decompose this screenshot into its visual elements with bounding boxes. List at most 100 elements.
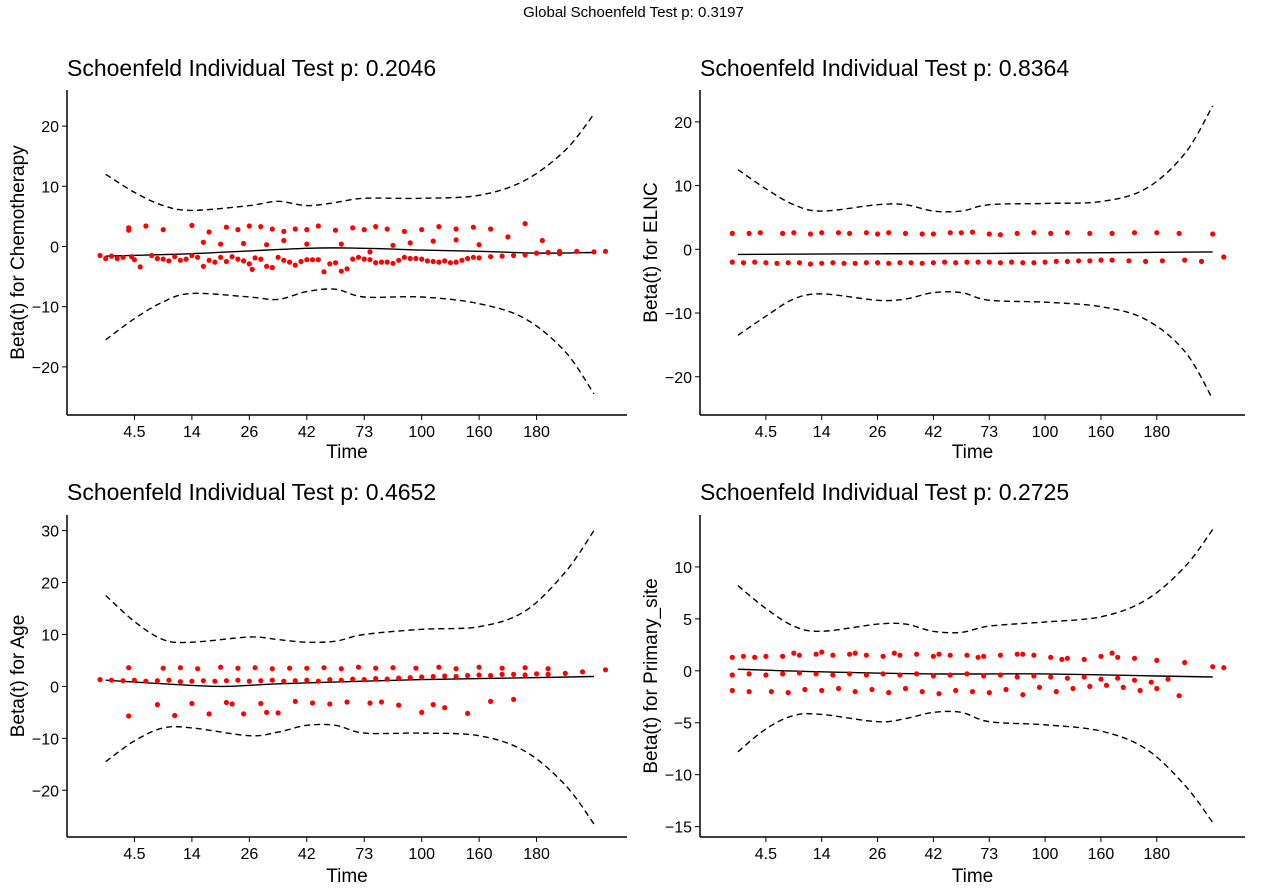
data-point	[986, 231, 992, 237]
x-tick-label: 14	[183, 846, 201, 863]
data-point	[177, 679, 183, 685]
data-point	[350, 225, 356, 231]
y-axis-label: Beta(t) for Primary_site	[641, 578, 662, 773]
data-point	[936, 651, 942, 657]
data-point	[252, 665, 258, 671]
data-point	[880, 671, 886, 677]
data-point	[847, 651, 853, 657]
data-point	[897, 652, 903, 658]
data-point	[557, 248, 563, 254]
data-point	[304, 241, 310, 247]
data-point	[108, 253, 115, 259]
data-point	[785, 690, 791, 696]
y-tick-label: 10	[674, 560, 692, 577]
y-tick-label: 0	[683, 664, 692, 681]
data-point	[407, 240, 413, 246]
data-point	[131, 677, 137, 683]
data-point	[338, 666, 344, 672]
data-point	[212, 259, 218, 265]
x-tick-label: 26	[240, 846, 258, 863]
data-point	[1176, 693, 1182, 699]
panel-1: Schoenfeld Individual Test p: 0.2046 4.5 1…	[8, 55, 627, 463]
data-point	[275, 710, 281, 716]
data-point	[602, 667, 609, 673]
data-point	[914, 671, 920, 677]
data-point	[1176, 230, 1182, 236]
data-point	[315, 223, 321, 229]
data-point	[591, 249, 597, 255]
data-point	[1064, 230, 1070, 236]
upper-confidence-band	[105, 113, 595, 212]
data-point	[919, 260, 925, 266]
data-point	[235, 677, 241, 683]
data-point	[763, 653, 769, 659]
data-point	[206, 229, 212, 235]
data-point	[384, 676, 390, 682]
data-point	[246, 678, 252, 684]
x-tick-label: 180	[523, 424, 550, 441]
data-point	[338, 241, 344, 247]
data-point	[505, 234, 511, 240]
data-point	[522, 252, 528, 258]
data-point	[930, 673, 937, 679]
data-point	[802, 686, 808, 693]
data-point	[981, 653, 987, 659]
data-point	[819, 230, 825, 236]
data-point	[488, 672, 494, 679]
data-point	[886, 230, 892, 236]
data-point	[160, 256, 166, 262]
data-point	[108, 677, 115, 683]
data-point	[796, 260, 803, 266]
data-point	[103, 255, 109, 262]
data-point	[997, 232, 1004, 238]
data-point	[249, 266, 255, 272]
x-tick-label: 42	[298, 846, 316, 863]
data-point	[746, 671, 752, 677]
data-point	[1148, 679, 1154, 685]
data-point	[897, 672, 903, 678]
data-point	[459, 257, 465, 263]
upper-confidence-band	[737, 529, 1214, 634]
data-point	[908, 260, 914, 266]
data-point	[258, 678, 264, 684]
data-point	[1165, 676, 1171, 682]
data-point	[534, 250, 540, 256]
data-point	[807, 231, 814, 237]
data-point	[287, 259, 293, 265]
data-point	[796, 652, 803, 658]
panel-title: Schoenfeld Individual Test p: 0.8364	[700, 55, 1069, 81]
data-point	[1143, 258, 1149, 264]
x-axis-label: Time	[952, 442, 994, 463]
data-point	[396, 675, 402, 681]
y-tick-label: −10	[665, 306, 692, 323]
data-point	[791, 230, 797, 236]
data-point	[264, 263, 270, 269]
data-point	[338, 677, 344, 683]
data-point	[774, 260, 780, 266]
data-point	[453, 666, 459, 672]
data-point	[430, 258, 436, 265]
data-point	[361, 227, 367, 233]
data-point	[545, 249, 551, 256]
data-point	[886, 690, 892, 696]
x-tick-label: 180	[523, 846, 550, 863]
data-point	[453, 237, 459, 243]
data-point	[177, 665, 183, 671]
data-point	[235, 227, 241, 233]
data-point	[488, 698, 494, 705]
data-point	[269, 264, 275, 271]
data-point	[269, 226, 275, 232]
data-point	[1109, 257, 1115, 263]
data-point	[1115, 675, 1121, 681]
lower-confidence-band	[737, 291, 1214, 400]
data-point	[780, 230, 786, 236]
data-point	[997, 652, 1004, 658]
data-point	[986, 690, 992, 696]
data-point	[562, 670, 568, 677]
data-point	[120, 678, 126, 684]
data-point	[522, 672, 528, 678]
data-point	[545, 671, 551, 678]
x-tick-label: 42	[925, 424, 943, 441]
data-point	[275, 254, 281, 260]
fitted-line	[737, 251, 1213, 256]
